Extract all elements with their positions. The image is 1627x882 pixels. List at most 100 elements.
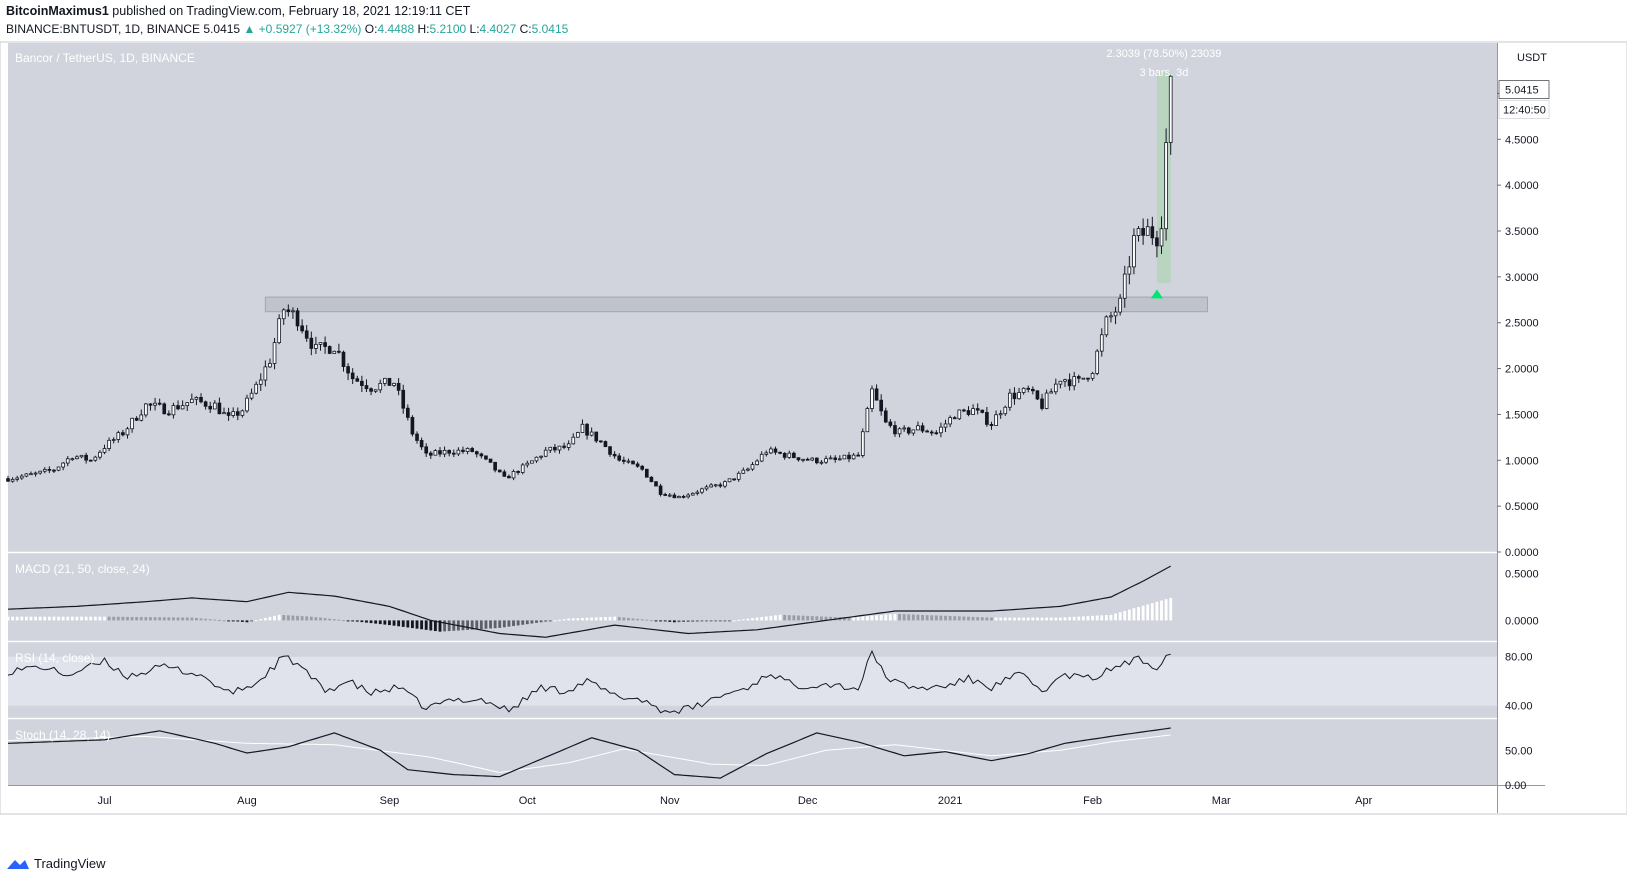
candle-body — [111, 439, 116, 441]
macd-histogram-bar — [718, 620, 722, 622]
candle-body — [865, 408, 870, 433]
candle-body — [451, 452, 456, 455]
candle-body — [1053, 383, 1058, 393]
candle-body — [759, 453, 764, 462]
macd-histogram-bar — [401, 620, 405, 627]
macd-histogram-bar — [985, 617, 989, 621]
macd-histogram-bar — [590, 617, 594, 621]
candle-body — [686, 494, 690, 498]
time-axis-label: Aug — [237, 795, 257, 807]
macd-histogram-bar — [971, 616, 975, 621]
macd-histogram-bar — [75, 616, 79, 621]
candle-body — [194, 396, 199, 400]
candle-body — [125, 428, 130, 436]
candle-body — [245, 397, 249, 412]
candle-body — [782, 452, 787, 458]
candle-body — [392, 382, 396, 386]
candle-body — [203, 401, 208, 407]
macd-histogram-bar — [24, 616, 28, 621]
candle-body — [304, 330, 309, 339]
candle-body — [989, 424, 994, 427]
candle-body — [167, 413, 171, 416]
candle-body — [948, 417, 952, 425]
candle-body — [148, 403, 153, 406]
candle-body — [176, 405, 180, 410]
candle-body — [874, 388, 879, 401]
macd-histogram-bar — [222, 620, 226, 622]
candle-body — [925, 430, 929, 433]
candle-body — [612, 453, 617, 457]
macd-histogram-bar — [392, 620, 396, 626]
macd-histogram-bar — [1017, 617, 1021, 621]
macd-histogram-bar — [525, 620, 529, 625]
stoch-title: Stoch (14, 28, 14) — [15, 728, 110, 742]
macd-histogram-bar — [498, 620, 502, 628]
candle-body — [879, 399, 884, 412]
macd-histogram-bar — [548, 620, 552, 622]
macd-histogram-bar — [1114, 613, 1117, 621]
macd-histogram-bar — [626, 617, 630, 621]
candle-body — [479, 453, 484, 457]
macd-histogram-bar — [43, 616, 47, 621]
candle-body — [723, 481, 727, 487]
candle-body — [626, 460, 631, 463]
macd-histogram-bar — [980, 617, 984, 621]
macd-histogram-bar — [1086, 616, 1090, 621]
macd-histogram-bar — [305, 616, 309, 621]
candle-body — [893, 425, 897, 435]
candle-body — [842, 454, 847, 460]
candle-body — [1168, 75, 1173, 143]
macd-histogram-bar — [337, 619, 341, 621]
macd-histogram-bar — [332, 619, 336, 621]
macd-histogram-bar — [567, 618, 571, 621]
candle-body — [681, 496, 686, 498]
candle-body — [254, 383, 258, 394]
candle-body — [424, 446, 429, 454]
candle-body — [1118, 297, 1122, 313]
publish-info: BitcoinMaximus1 published on TradingView… — [6, 4, 470, 18]
macd-histogram-bar — [433, 620, 437, 632]
macd-histogram-bar — [1072, 616, 1076, 621]
macd-histogram-bar — [461, 620, 465, 631]
time-axis-label: Feb — [1083, 795, 1102, 807]
candle-body — [736, 472, 741, 480]
candle-body — [33, 472, 38, 475]
macd-histogram-bar — [581, 617, 584, 621]
candle-body — [383, 377, 387, 384]
candle-body — [360, 380, 364, 386]
macd-histogram-bar — [705, 620, 708, 622]
pane-background-3 — [8, 719, 1497, 785]
macd-histogram-bar — [507, 620, 511, 627]
candle-body — [401, 389, 406, 409]
macd-histogram-bar — [792, 615, 796, 621]
author-name[interactable]: BitcoinMaximus1 — [6, 4, 109, 18]
macd-histogram-bar — [328, 618, 332, 621]
candle-body — [286, 309, 291, 313]
candle-body — [226, 412, 231, 416]
candle-body — [337, 350, 341, 353]
candle-body — [493, 461, 497, 471]
candle-body — [1132, 235, 1136, 268]
macd-histogram-bar — [6, 616, 10, 621]
macd-histogram-bar — [686, 620, 690, 622]
macd-histogram-bar — [815, 616, 819, 621]
brand-name[interactable]: TradingView — [34, 856, 106, 871]
macd-histogram-bar — [709, 620, 713, 622]
candle-body — [88, 459, 93, 462]
macd-histogram-bar — [967, 616, 970, 621]
macd-histogram-bar — [700, 620, 704, 622]
candle-body — [589, 431, 594, 436]
candle-body — [801, 458, 805, 461]
macd-histogram-bar — [930, 615, 934, 621]
macd-histogram-bar — [870, 615, 874, 621]
price-axis-label: 0.5000 — [1505, 501, 1539, 513]
candle-body — [447, 449, 452, 454]
macd-histogram-bar — [1104, 615, 1108, 621]
candle-body — [222, 412, 226, 415]
macd-histogram-bar — [663, 620, 667, 622]
macd-histogram-bar — [654, 620, 658, 622]
macd-histogram-bar — [1100, 615, 1104, 621]
candle-body — [847, 454, 851, 460]
candle-body — [815, 457, 819, 464]
